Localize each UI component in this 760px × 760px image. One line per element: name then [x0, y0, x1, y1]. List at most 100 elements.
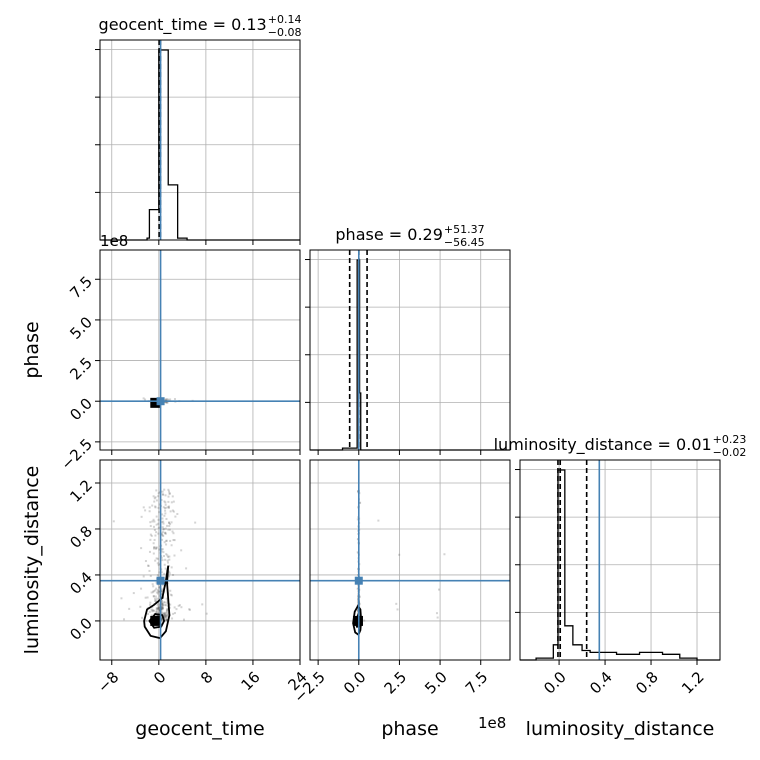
sample-point-geocent_time-luminosity_distance — [149, 533, 152, 536]
sample-point-geocent_time-luminosity_distance — [175, 608, 178, 611]
panel-frame-geocent_time-geocent_time — [99, 39, 301, 241]
sample-point-geocent_time-luminosity_distance — [170, 566, 173, 569]
sample-point-geocent_time-luminosity_distance — [171, 495, 174, 498]
sample-point-geocent_time-luminosity_distance — [149, 524, 152, 527]
sample-point-geocent_time-luminosity_distance — [153, 546, 156, 549]
sample-point-geocent_time-luminosity_distance — [147, 564, 150, 567]
sample-point-geocent_time-luminosity_distance — [161, 608, 164, 611]
sample-point-phase-luminosity_distance — [356, 609, 359, 612]
sample-point-geocent_time-luminosity_distance — [141, 616, 144, 619]
ytick-label-luminosity_distance-2: 0.8 — [66, 522, 96, 552]
xtick-label-geocent_time-3: 16 — [237, 668, 263, 694]
sample-point-phase-luminosity_distance — [358, 502, 361, 505]
sample-point-geocent_time-luminosity_distance — [172, 539, 175, 542]
sample-point-geocent_time-luminosity_distance — [161, 604, 164, 607]
sample-point-geocent_time-phase — [165, 401, 168, 404]
sample-point-geocent_time-luminosity_distance — [157, 590, 160, 593]
sample-point-geocent_time-luminosity_distance — [161, 559, 164, 562]
axes-layer — [95, 39, 721, 665]
sample-point-geocent_time-luminosity_distance — [158, 594, 161, 597]
ytick-label-luminosity_distance-1: 0.4 — [66, 568, 96, 598]
sample-point-geocent_time-phase — [142, 397, 145, 400]
sample-point-geocent_time-luminosity_distance — [151, 606, 154, 609]
density-core-geocent_time-phase — [150, 397, 161, 408]
sample-point-geocent_time-luminosity_distance — [157, 607, 160, 610]
sample-point-geocent_time-luminosity_distance — [163, 612, 166, 615]
sample-point-phase-luminosity_distance — [363, 619, 366, 622]
sample-point-geocent_time-phase — [173, 398, 176, 401]
sample-point-geocent_time-luminosity_distance — [164, 512, 167, 515]
sample-point-geocent_time-luminosity_distance — [158, 606, 161, 609]
sample-point-geocent_time-luminosity_distance — [167, 495, 170, 498]
sample-point-geocent_time-luminosity_distance — [154, 506, 157, 509]
sample-point-geocent_time-luminosity_distance — [149, 538, 152, 541]
sample-point-geocent_time-luminosity_distance — [161, 607, 164, 610]
sample-point-geocent_time-luminosity_distance — [161, 493, 164, 496]
sample-point-geocent_time-luminosity_distance — [162, 535, 165, 538]
sample-point-geocent_time-luminosity_distance — [161, 534, 164, 537]
sample-point-geocent_time-luminosity_distance — [163, 614, 166, 617]
sample-point-geocent_time-luminosity_distance — [154, 599, 157, 602]
sample-point-phase-luminosity_distance — [356, 538, 359, 541]
sample-point-geocent_time-luminosity_distance — [160, 617, 163, 620]
panel-frame-geocent_time-luminosity_distance — [99, 459, 301, 661]
sample-point-geocent_time-luminosity_distance — [163, 612, 166, 615]
sample-point-geocent_time-luminosity_distance — [140, 515, 143, 518]
sample-point-geocent_time-luminosity_distance — [165, 617, 168, 620]
sample-point-geocent_time-luminosity_distance — [166, 554, 169, 557]
histogram-luminosity_distance — [520, 469, 720, 661]
sample-point-geocent_time-luminosity_distance — [156, 607, 159, 610]
sample-point-geocent_time-luminosity_distance — [165, 615, 168, 618]
sample-point-geocent_time-phase — [164, 401, 167, 404]
sample-point-geocent_time-luminosity_distance — [160, 599, 163, 602]
sample-point-phase-luminosity_distance — [438, 588, 441, 591]
sample-point-geocent_time-luminosity_distance — [149, 575, 152, 578]
ytick-label-phase-1: 0.0 — [66, 395, 96, 425]
sample-point-geocent_time-luminosity_distance — [155, 523, 158, 526]
sample-point-geocent_time-luminosity_distance — [165, 543, 168, 546]
sample-point-geocent_time-luminosity_distance — [160, 532, 163, 535]
sample-point-geocent_time-luminosity_distance — [165, 614, 168, 617]
sample-point-geocent_time-luminosity_distance — [163, 604, 166, 607]
sample-point-geocent_time-luminosity_distance — [148, 610, 151, 613]
sample-point-geocent_time-luminosity_distance — [160, 521, 163, 524]
sample-point-geocent_time-luminosity_distance — [152, 542, 155, 545]
ytick-label-phase-2: 2.5 — [66, 354, 96, 384]
sample-point-geocent_time-luminosity_distance — [162, 555, 165, 558]
sample-point-geocent_time-luminosity_distance — [155, 608, 158, 611]
sample-point-phase-luminosity_distance — [356, 587, 359, 590]
sample-point-geocent_time-luminosity_distance — [112, 520, 115, 523]
panel-frame-geocent_time-phase — [99, 249, 301, 451]
sample-point-phase-luminosity_distance — [435, 612, 438, 615]
sample-point-geocent_time-luminosity_distance — [166, 614, 169, 617]
sample-point-geocent_time-luminosity_distance — [153, 529, 156, 532]
sample-point-geocent_time-luminosity_distance — [149, 521, 152, 524]
sample-point-geocent_time-luminosity_distance — [177, 604, 180, 607]
sample-point-phase-luminosity_distance — [443, 553, 446, 556]
y-offset-label-phase: 1e8 — [100, 232, 128, 250]
sample-point-geocent_time-luminosity_distance — [158, 610, 161, 613]
panel-title-geocent_time: geocent_time = 0.13 +0.14−0.08 — [99, 13, 302, 39]
sample-point-geocent_time-luminosity_distance — [165, 506, 168, 509]
sample-point-geocent_time-luminosity_distance — [163, 616, 166, 619]
sample-point-geocent_time-luminosity_distance — [166, 607, 169, 610]
sample-point-geocent_time-luminosity_distance — [144, 509, 147, 512]
sample-point-geocent_time-luminosity_distance — [160, 548, 163, 551]
sample-point-geocent_time-luminosity_distance — [160, 593, 163, 596]
sample-point-geocent_time-luminosity_distance — [158, 608, 161, 611]
sample-point-geocent_time-luminosity_distance — [155, 531, 158, 534]
sample-point-geocent_time-luminosity_distance — [161, 600, 164, 603]
sample-point-geocent_time-luminosity_distance — [157, 564, 160, 567]
sample-point-geocent_time-phase — [166, 401, 169, 404]
sample-point-geocent_time-luminosity_distance — [142, 575, 145, 578]
sample-point-geocent_time-luminosity_distance — [150, 534, 153, 537]
sample-point-geocent_time-luminosity_distance — [164, 532, 167, 535]
sample-point-geocent_time-phase — [166, 398, 169, 401]
sample-point-geocent_time-phase — [164, 401, 167, 404]
sample-point-geocent_time-luminosity_distance — [165, 610, 168, 613]
sample-point-geocent_time-luminosity_distance — [161, 513, 164, 516]
histogram-geocent_time — [100, 49, 300, 241]
title-minus-phase: −56.45 — [444, 236, 485, 249]
sample-point-geocent_time-luminosity_distance — [157, 602, 160, 605]
sample-point-geocent_time-luminosity_distance — [158, 590, 161, 593]
